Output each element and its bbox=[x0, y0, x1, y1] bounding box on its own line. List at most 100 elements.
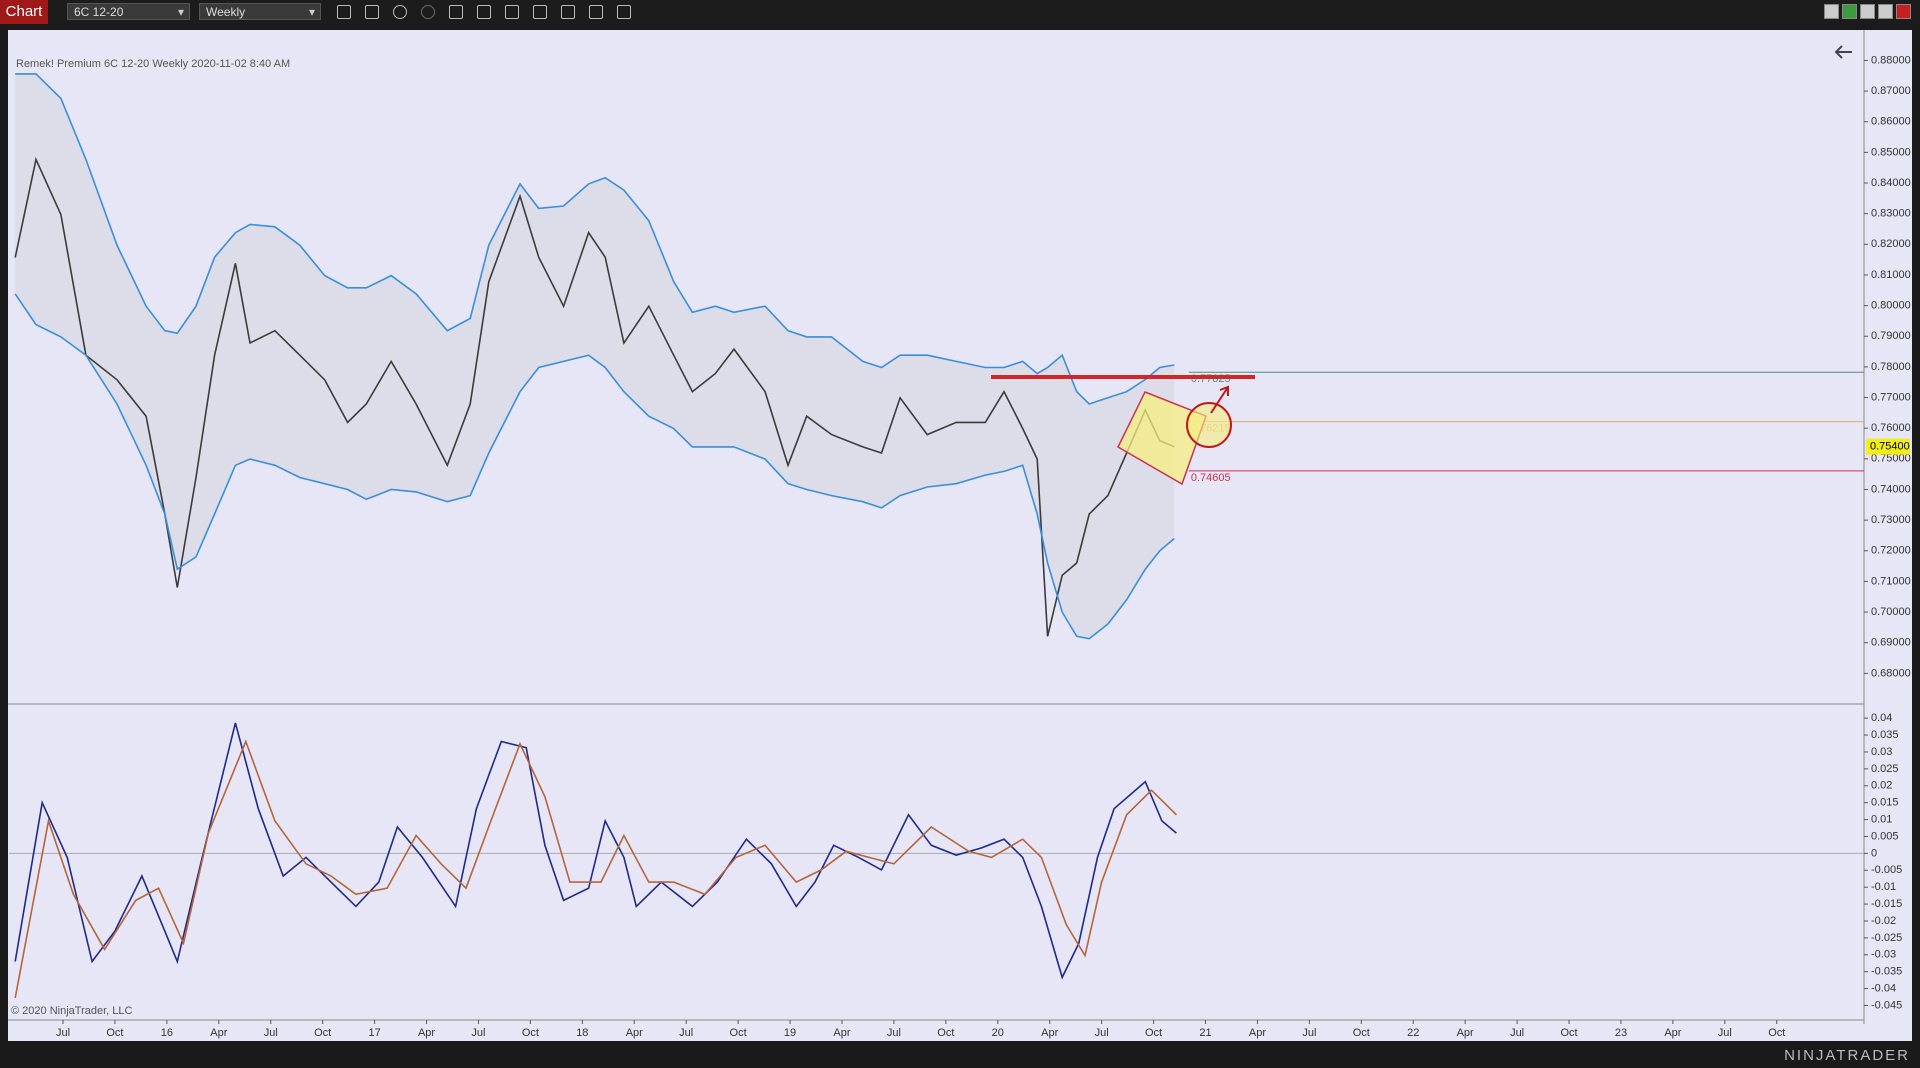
series-line bbox=[14, 739, 1177, 999]
minimize-button[interactable] bbox=[1860, 4, 1875, 19]
window-link-button[interactable] bbox=[1842, 4, 1857, 19]
toolbar: Chart 6C 12-20 Weekly bbox=[0, 0, 1920, 25]
period-selector[interactable]: Weekly bbox=[199, 3, 321, 21]
y-tick-label: -0.035 bbox=[1871, 966, 1902, 978]
y-tick-label: 0.84000 bbox=[1871, 177, 1911, 189]
pointer-button[interactable] bbox=[449, 5, 463, 19]
band-fill bbox=[15, 73, 1175, 639]
x-tick-label: Oct bbox=[106, 1027, 123, 1039]
y-tick-label: 0.83000 bbox=[1871, 208, 1911, 220]
draw-tool-button[interactable] bbox=[365, 5, 379, 19]
status-bar: NINJATRADER bbox=[0, 1043, 1920, 1068]
y-tick-label: -0.015 bbox=[1871, 898, 1902, 910]
last-price-label: 0.75400 bbox=[1870, 440, 1910, 452]
y-tick-label: 0 bbox=[1871, 847, 1877, 859]
x-tick-label: Jul bbox=[679, 1027, 693, 1039]
y-tick-label: 0.69000 bbox=[1871, 637, 1911, 649]
properties-button[interactable] bbox=[589, 5, 603, 19]
y-tick-label: 0.04 bbox=[1871, 712, 1892, 724]
x-tick-label: Jul bbox=[1718, 1027, 1732, 1039]
y-tick-label: 0.85000 bbox=[1871, 146, 1911, 158]
x-tick-label: Oct bbox=[937, 1027, 954, 1039]
chart-background bbox=[8, 30, 1912, 1041]
y-tick-label: 0.01 bbox=[1871, 813, 1892, 825]
y-tick-label: 0.77000 bbox=[1871, 391, 1911, 403]
menu-button[interactable] bbox=[617, 5, 631, 19]
x-tick-label: 16 bbox=[161, 1027, 173, 1039]
x-tick-label: Jul bbox=[1510, 1027, 1524, 1039]
x-tick-label: 18 bbox=[576, 1027, 588, 1039]
resistance-zone bbox=[991, 375, 1255, 379]
y-tick-label: 0.70000 bbox=[1871, 606, 1911, 618]
x-tick-label: Apr bbox=[418, 1027, 435, 1039]
y-tick-label: 0.71000 bbox=[1871, 575, 1911, 587]
copyright: © 2020 NinjaTrader, LLC bbox=[11, 1005, 132, 1017]
x-tick-label: Apr bbox=[626, 1027, 643, 1039]
y-tick-label: 0.80000 bbox=[1871, 300, 1911, 312]
y-tick-label: 0.78000 bbox=[1871, 361, 1911, 373]
x-tick-label: 23 bbox=[1615, 1027, 1627, 1039]
y-tick-label: -0.01 bbox=[1871, 881, 1896, 893]
price-level-label: 0.74605 bbox=[1191, 472, 1231, 484]
y-tick-label: 0.82000 bbox=[1871, 238, 1911, 250]
x-tick-label: Jul bbox=[1095, 1027, 1109, 1039]
x-tick-label: Oct bbox=[730, 1027, 747, 1039]
target-arrow bbox=[1210, 385, 1229, 414]
y-tick-label: 0.025 bbox=[1871, 763, 1899, 775]
x-tick-label: 21 bbox=[1199, 1027, 1211, 1039]
y-tick-label: -0.045 bbox=[1871, 999, 1902, 1011]
x-tick-label: Oct bbox=[522, 1027, 539, 1039]
price-level-label: 0.77825 bbox=[1191, 373, 1231, 385]
y-tick-label: 0.72000 bbox=[1871, 545, 1911, 557]
x-tick-label: 19 bbox=[784, 1027, 796, 1039]
data-box-button[interactable] bbox=[477, 5, 491, 19]
instrument-selector[interactable]: 6C 12-20 bbox=[67, 3, 190, 21]
x-tick-label: Jul bbox=[1302, 1027, 1316, 1039]
chart-area: Remek! Premium 6C 12-20 Weekly 2020-11-0… bbox=[0, 24, 1920, 1043]
x-tick-label: Apr bbox=[1457, 1027, 1474, 1039]
y-tick-label: 0.74000 bbox=[1871, 483, 1911, 495]
y-tick-label: -0.03 bbox=[1871, 949, 1896, 961]
indicators-button[interactable] bbox=[533, 5, 547, 19]
last-price-badge bbox=[1866, 438, 1910, 455]
y-tick-label: 0.005 bbox=[1871, 830, 1899, 842]
drawing-objects bbox=[991, 375, 1255, 486]
flag-pattern bbox=[1117, 391, 1207, 486]
y-tick-label: -0.04 bbox=[1871, 982, 1896, 994]
x-tick-label: Oct bbox=[1145, 1027, 1162, 1039]
y-tick-label: 0.73000 bbox=[1871, 514, 1911, 526]
window-option-button[interactable] bbox=[1824, 4, 1839, 19]
target-circle bbox=[1186, 402, 1232, 448]
x-tick-label: Jul bbox=[471, 1027, 485, 1039]
x-tick-label: Oct bbox=[1768, 1027, 1785, 1039]
x-tick-label: Apr bbox=[1041, 1027, 1058, 1039]
x-tick-label: Oct bbox=[1560, 1027, 1577, 1039]
x-tick-label: Apr bbox=[210, 1027, 227, 1039]
x-tick-label: Jul bbox=[56, 1027, 70, 1039]
series-line bbox=[14, 722, 1177, 980]
x-tick-label: Oct bbox=[1353, 1027, 1370, 1039]
series-line bbox=[14, 293, 1175, 640]
bar-type-button[interactable] bbox=[337, 5, 351, 19]
series-line bbox=[15, 73, 1175, 405]
maximize-button[interactable] bbox=[1878, 4, 1893, 19]
x-tick-label: Jul bbox=[887, 1027, 901, 1039]
x-tick-label: Jul bbox=[264, 1027, 278, 1039]
zoom-out-button[interactable] bbox=[421, 5, 435, 19]
chart-header: Remek! Premium 6C 12-20 Weekly 2020-11-0… bbox=[16, 58, 290, 70]
x-tick-label: 20 bbox=[992, 1027, 1004, 1039]
y-tick-label: 0.88000 bbox=[1871, 54, 1911, 66]
y-tick-label: 0.015 bbox=[1871, 797, 1899, 809]
price-line bbox=[14, 156, 1175, 637]
templates-button[interactable] bbox=[505, 5, 519, 19]
close-button[interactable] bbox=[1896, 4, 1911, 19]
y-tick-label: -0.005 bbox=[1871, 864, 1902, 876]
back-arrow[interactable] bbox=[1834, 45, 1852, 59]
zoom-in-button[interactable] bbox=[393, 5, 407, 19]
strategies-button[interactable] bbox=[561, 5, 575, 19]
y-tick-label: 0.81000 bbox=[1871, 269, 1911, 281]
window-title: Chart bbox=[0, 0, 48, 24]
x-tick-label: Oct bbox=[314, 1027, 331, 1039]
y-tick-label: -0.025 bbox=[1871, 932, 1902, 944]
